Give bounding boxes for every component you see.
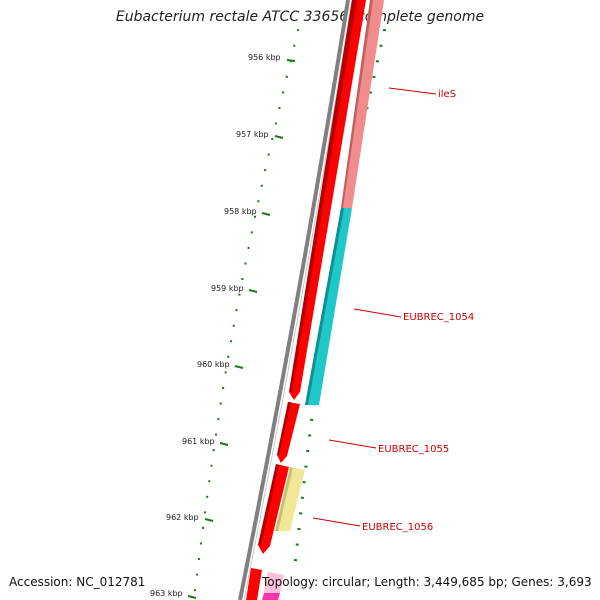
ruler-major-tick	[261, 212, 271, 216]
ruler-label: 960 kbp	[197, 360, 230, 369]
gene-track	[262, 0, 384, 600]
ruler-major-ticks	[187, 59, 296, 599]
gene-label-EUBREC_1054: EUBREC_1054	[403, 312, 474, 323]
ruler-labels: 956 kbp 957 kbp 958 kbp 959 kbp 960 kbp …	[150, 53, 281, 598]
ruler-label: 961 kbp	[182, 437, 215, 446]
ruler-major-tick	[187, 595, 197, 599]
ruler-major-tick	[248, 289, 258, 293]
ruler-major-tick	[204, 518, 214, 522]
gene-ileS-edge	[341, 0, 373, 208]
cds-feature-shadow	[258, 464, 279, 545]
gene-feature-magenta	[262, 593, 280, 600]
cds-feature	[246, 568, 262, 600]
ruler-major-tick	[274, 135, 284, 139]
cds-feature-shadow	[289, 0, 357, 392]
label-leader-line	[388, 87, 437, 95]
gene-label-EUBREC_1056: EUBREC_1056	[362, 522, 433, 533]
ruler-label: 959 kbp	[211, 284, 244, 293]
gene-ileS	[341, 0, 384, 208]
ruler-major-tick	[234, 365, 244, 369]
footer-accession: Accession: NC_012781	[9, 575, 146, 589]
label-leader-line	[312, 517, 361, 527]
ruler-major-tick	[219, 442, 229, 446]
cds-feature	[277, 402, 300, 463]
backbone-arc	[238, 0, 350, 600]
footer-topology: Topology: circular; Length: 3,449,685 bp…	[262, 575, 592, 589]
ruler-label: 957 kbp	[236, 130, 269, 139]
cds-feature-shadow	[277, 402, 291, 455]
cds-feature	[289, 0, 366, 400]
gene-EUBREC_1054-edge	[305, 208, 344, 405]
cds-track-forward	[246, 0, 366, 600]
ruler-label: 958 kbp	[224, 207, 257, 216]
ruler-label: 963 kbp	[150, 589, 183, 598]
gene-EUBREC_1056-edge	[275, 467, 293, 531]
label-leader-line	[353, 308, 402, 318]
gene-label-EUBREC_1055: EUBREC_1055	[378, 444, 449, 455]
label-leader-line	[328, 439, 377, 449]
ruler-minor-ticks	[193, 29, 300, 592]
backbone-arc-highlight	[243, 0, 353, 600]
map-title: Eubacterium rectale ATCC 33656, complete…	[115, 9, 485, 25]
gene-feature-pink	[264, 572, 284, 593]
ruler-major-tick	[286, 59, 296, 62]
gene-label-ileS: ileS	[438, 89, 456, 100]
ruler-label: 956 kbp	[248, 53, 281, 62]
ruler-label: 962 kbp	[166, 513, 199, 522]
cds-feature	[258, 464, 289, 554]
gene-EUBREC_1056	[275, 467, 305, 531]
gene-labels: ileS EUBREC_1054 EUBREC_1055 EUBREC_1056	[312, 87, 474, 533]
